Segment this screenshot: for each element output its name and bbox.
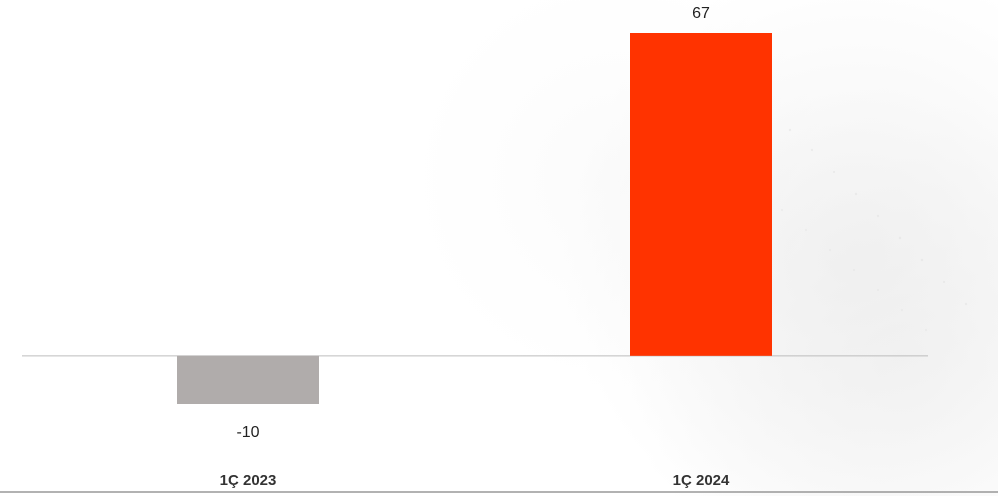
data-label-1c-2024: 67 — [692, 5, 710, 22]
plot-area: -10 1Ç 2023 67 1Ç 2024 — [0, 5, 998, 493]
x-tick-label-1c-2024: 1Ç 2024 — [673, 472, 730, 489]
x-tick-label-1c-2023: 1Ç 2023 — [220, 472, 277, 489]
bar-1c-2023 — [177, 355, 319, 404]
bar-1c-2024 — [630, 33, 772, 356]
data-label-1c-2023: -10 — [236, 424, 259, 441]
